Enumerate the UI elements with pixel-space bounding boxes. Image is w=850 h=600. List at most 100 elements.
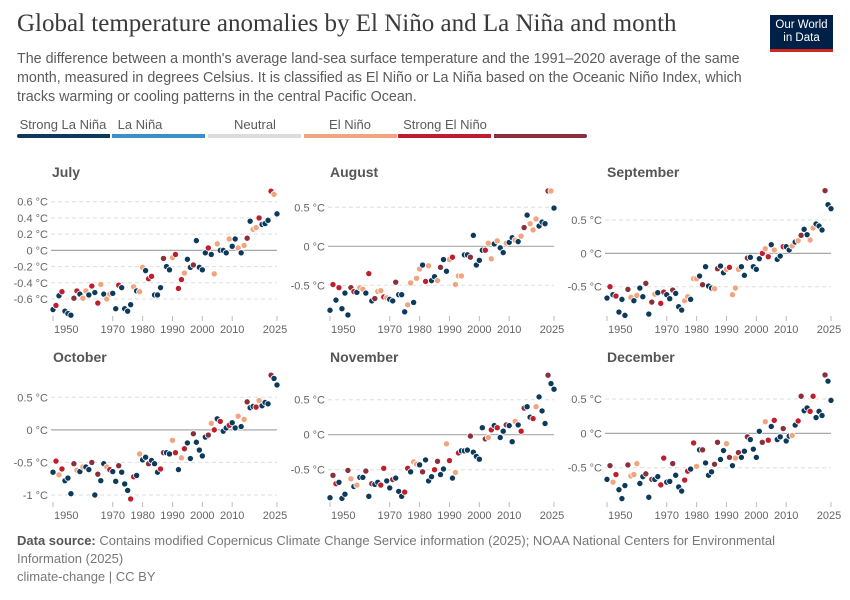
- y-tick-label: 0 °C: [580, 428, 602, 440]
- data-point: [97, 280, 105, 288]
- y-tick-label: -0.6 °C: [14, 294, 48, 306]
- data-point: [386, 484, 394, 492]
- data-point: [722, 440, 730, 448]
- y-tick-label: 0 °C: [580, 248, 602, 260]
- data-point: [538, 407, 546, 415]
- data-point: [326, 494, 334, 502]
- y-tick-label: -0.5 °C: [568, 463, 602, 475]
- data-point: [338, 305, 346, 313]
- data-point: [603, 475, 611, 483]
- x-tick-label: 1970: [377, 510, 401, 522]
- data-point: [633, 460, 641, 468]
- x-tick-label: 1980: [684, 324, 708, 336]
- chart-title: Global temperature anomalies by El Niño …: [17, 10, 677, 37]
- data-point: [204, 244, 212, 252]
- data-point: [332, 296, 340, 304]
- y-tick-label: 0 °C: [303, 430, 325, 442]
- data-point: [466, 253, 474, 261]
- data-point: [198, 266, 206, 274]
- data-point: [195, 446, 203, 454]
- data-point: [728, 462, 736, 470]
- data-point: [699, 446, 707, 454]
- data-point: [157, 284, 165, 292]
- data-point: [821, 371, 829, 379]
- data-point: [431, 466, 439, 474]
- data-point: [270, 374, 278, 382]
- data-point: [91, 491, 99, 499]
- data-point: [678, 487, 686, 495]
- x-tick-label: 1980: [130, 510, 154, 522]
- data-point: [133, 471, 141, 479]
- data-point: [222, 249, 230, 257]
- data-point: [645, 310, 653, 318]
- panel-title: October: [53, 349, 107, 365]
- data-point: [645, 493, 653, 501]
- data-point: [362, 289, 370, 297]
- data-point: [171, 449, 179, 457]
- data-point: [439, 465, 447, 473]
- data-point: [177, 276, 185, 284]
- data-point: [609, 478, 617, 486]
- panel-title: December: [607, 349, 675, 365]
- data-point: [389, 297, 397, 305]
- y-tick-label: 0 °C: [26, 425, 48, 437]
- x-tick-label: 2010: [497, 324, 521, 336]
- data-point: [85, 466, 93, 474]
- data-point: [603, 294, 611, 302]
- owid-logo[interactable]: Our World in Data: [770, 15, 833, 52]
- legend-segment: [17, 134, 110, 138]
- data-point: [329, 471, 337, 479]
- data-point: [725, 453, 733, 461]
- data-point: [496, 433, 504, 441]
- x-tick-label: 2010: [774, 510, 798, 522]
- data-point: [809, 392, 817, 400]
- data-point: [749, 445, 757, 453]
- data-point: [344, 466, 352, 474]
- data-point: [243, 398, 251, 406]
- data-point: [112, 477, 120, 485]
- data-point: [437, 263, 445, 271]
- source-label: Data source:: [17, 533, 96, 548]
- data-point: [177, 454, 185, 462]
- data-point: [448, 253, 456, 261]
- data-point: [49, 468, 57, 476]
- panel-title: August: [330, 164, 379, 180]
- data-point: [246, 217, 254, 225]
- data-point: [398, 291, 406, 299]
- legend-segment: [494, 134, 587, 138]
- legend-label-el-nino: El Niño: [329, 117, 371, 132]
- data-point: [231, 424, 239, 432]
- data-point: [463, 446, 471, 454]
- license[interactable]: climate-change | CC BY: [17, 569, 156, 584]
- data-point: [252, 403, 260, 411]
- data-point: [633, 291, 641, 299]
- data-point: [70, 460, 78, 468]
- data-point: [758, 438, 766, 446]
- data-point: [174, 284, 182, 292]
- data-point: [228, 419, 236, 427]
- data-point: [612, 471, 620, 479]
- data-point: [716, 455, 724, 463]
- data-point: [514, 238, 522, 246]
- data-point: [636, 284, 644, 292]
- y-tick-label: -0.5 °C: [291, 280, 325, 292]
- data-point: [550, 385, 558, 393]
- data-point: [529, 226, 537, 234]
- data-point: [359, 473, 367, 481]
- data-point: [115, 462, 123, 470]
- data-point: [624, 285, 632, 293]
- data-point: [127, 301, 135, 309]
- data-point: [97, 477, 105, 485]
- data-point: [136, 288, 144, 296]
- y-tick-label: 0 °C: [303, 241, 325, 253]
- data-point: [711, 285, 719, 293]
- data-point: [517, 232, 525, 240]
- data-point: [64, 474, 72, 482]
- x-tick-label: 1990: [160, 510, 184, 522]
- data-point: [529, 415, 537, 423]
- x-tick-label: 1970: [100, 510, 124, 522]
- data-point: [377, 481, 385, 489]
- data-point: [168, 436, 176, 444]
- data-point: [800, 225, 808, 233]
